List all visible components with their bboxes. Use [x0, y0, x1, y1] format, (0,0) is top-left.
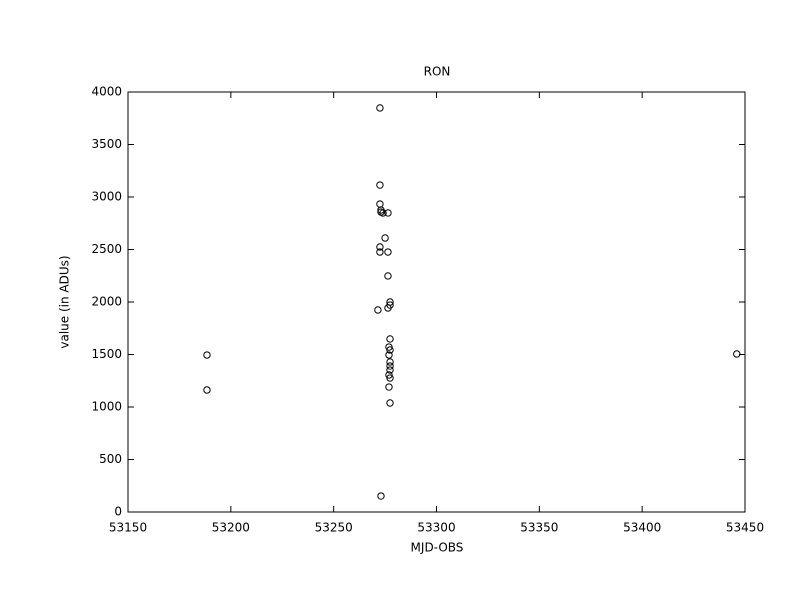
y-tick-label: 2000 [91, 295, 122, 309]
point [386, 366, 394, 374]
point [386, 335, 394, 343]
point [376, 248, 384, 256]
point [733, 350, 741, 358]
y-tick-label: 1500 [91, 347, 122, 361]
point [203, 351, 211, 359]
point [386, 399, 394, 407]
chart-title: RON [424, 65, 451, 79]
point [385, 371, 393, 379]
point [384, 272, 392, 280]
y-tick-label: 2500 [91, 242, 122, 256]
point [376, 200, 384, 208]
point [385, 351, 393, 359]
point [384, 248, 392, 256]
point [203, 386, 211, 394]
y-tick-label: 4000 [91, 85, 122, 99]
x-tick-label: 53250 [315, 521, 353, 535]
x-tick-label: 53450 [726, 521, 764, 535]
plot-border [127, 91, 746, 513]
point [386, 346, 394, 354]
y-tick-label: 3000 [91, 190, 122, 204]
point [384, 304, 392, 312]
point [376, 181, 384, 189]
y-tick-label: 1000 [91, 400, 122, 414]
point [384, 209, 392, 217]
point [374, 306, 382, 314]
x-tick-label: 53200 [212, 521, 250, 535]
point [385, 383, 393, 391]
x-tick-label: 53300 [417, 521, 455, 535]
x-tick-label: 53400 [623, 521, 661, 535]
x-tick-label: 53350 [520, 521, 558, 535]
point [379, 209, 387, 217]
y-tick-label: 500 [99, 452, 122, 466]
x-tick-label: 53150 [109, 521, 147, 535]
point [386, 362, 394, 370]
point [386, 358, 394, 366]
point [376, 104, 384, 112]
point [377, 492, 385, 500]
y-tick-label: 3500 [91, 137, 122, 151]
point [381, 234, 389, 242]
point [386, 374, 394, 382]
x-axis-label: MJD-OBS [411, 541, 464, 555]
y-tick-label: 0 [114, 505, 122, 519]
point [376, 243, 384, 251]
y-axis-label: value (in ADUs) [58, 255, 72, 348]
